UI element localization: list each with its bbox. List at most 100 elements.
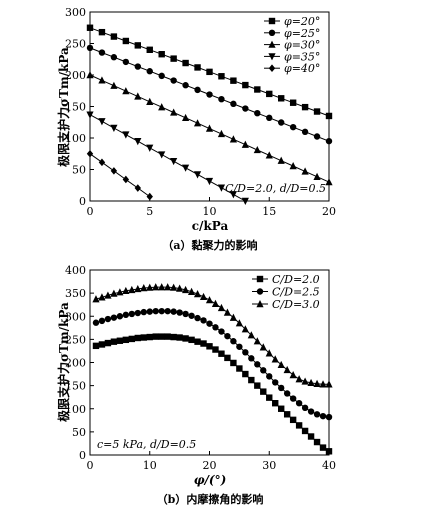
data-point (170, 157, 178, 166)
data-point (98, 293, 106, 301)
data-point (217, 129, 226, 138)
series-line (89, 153, 151, 198)
data-point (194, 64, 201, 71)
data-point (295, 400, 303, 407)
data-point (146, 68, 153, 75)
data-point (295, 422, 303, 429)
data-point (278, 384, 285, 392)
data-point (152, 307, 159, 315)
chart-b-y-axis-title: 极限支护力σTm/kPa (56, 302, 71, 422)
data-point (224, 332, 231, 340)
data-point (223, 308, 232, 316)
x-tick-label: 40 (322, 459, 336, 472)
data-point (122, 131, 130, 139)
data-point (277, 360, 285, 369)
data-point (254, 382, 261, 389)
x-tick-label: 20 (322, 205, 336, 218)
data-point (266, 373, 273, 380)
data-point (278, 119, 285, 126)
data-point (266, 394, 273, 401)
data-point (134, 42, 141, 49)
data-point (176, 309, 183, 316)
data-point (248, 355, 255, 362)
data-point (229, 313, 237, 321)
data-point (122, 37, 130, 45)
data-point (224, 354, 231, 362)
data-point (134, 309, 141, 317)
data-point (313, 379, 321, 387)
data-point (260, 388, 267, 395)
data-point (325, 413, 333, 421)
x-tick-label: 20 (203, 459, 217, 472)
chart-a-y-axis-title: 极限支护力σTm/kPa (56, 47, 71, 167)
data-point (247, 331, 255, 339)
series-line (95, 336, 330, 452)
data-point (266, 90, 273, 98)
data-point (242, 349, 249, 356)
data-point (313, 133, 321, 140)
data-point (134, 334, 141, 342)
x-tick-label: 0 (87, 205, 94, 218)
data-point (206, 91, 213, 98)
data-point (218, 95, 225, 103)
data-point (211, 299, 220, 307)
data-point (325, 448, 333, 455)
data-point (301, 404, 309, 412)
data-point (325, 178, 333, 186)
data-point (200, 317, 207, 324)
data-point (104, 291, 112, 299)
data-point (170, 77, 177, 84)
data-point (283, 390, 291, 397)
data-point (242, 105, 249, 112)
data-point (313, 172, 321, 180)
data-point (122, 286, 130, 295)
data-point (170, 333, 177, 341)
data-point (110, 124, 118, 132)
data-point (194, 86, 201, 94)
x-tick-label: 0 (87, 459, 94, 472)
data-point (205, 177, 214, 186)
chart-b-series (92, 283, 333, 455)
legend-marker (268, 64, 276, 72)
data-point (128, 335, 136, 343)
data-point (110, 289, 118, 297)
data-point (110, 167, 118, 175)
data-point (254, 109, 261, 117)
y-tick-label: 150 (65, 380, 86, 393)
data-point (206, 343, 213, 350)
y-tick-label: 200 (65, 69, 86, 82)
data-point (229, 191, 237, 199)
data-point (98, 317, 106, 325)
data-point (86, 71, 94, 79)
data-point (289, 395, 297, 402)
data-point (325, 380, 333, 388)
data-point (116, 288, 124, 296)
y-tick-label: 250 (65, 38, 86, 51)
data-point (194, 314, 201, 322)
data-point (158, 151, 166, 159)
data-point (86, 149, 94, 158)
data-point (248, 376, 255, 384)
data-point (140, 284, 148, 292)
data-point (110, 81, 118, 89)
data-point (212, 346, 219, 353)
data-point (134, 138, 142, 146)
data-point (193, 119, 202, 127)
data-point (230, 100, 237, 108)
data-point (278, 95, 285, 102)
data-point (289, 99, 297, 106)
data-point (242, 370, 249, 378)
data-point (199, 292, 208, 301)
data-point (164, 283, 172, 291)
data-point (140, 308, 147, 316)
data-point (86, 111, 94, 119)
data-point (241, 197, 249, 205)
data-point (236, 343, 243, 350)
data-point (200, 340, 207, 347)
legend-entry: φ=25° (284, 27, 320, 40)
data-point (182, 113, 190, 122)
data-point (146, 97, 154, 105)
data-point (128, 285, 136, 294)
